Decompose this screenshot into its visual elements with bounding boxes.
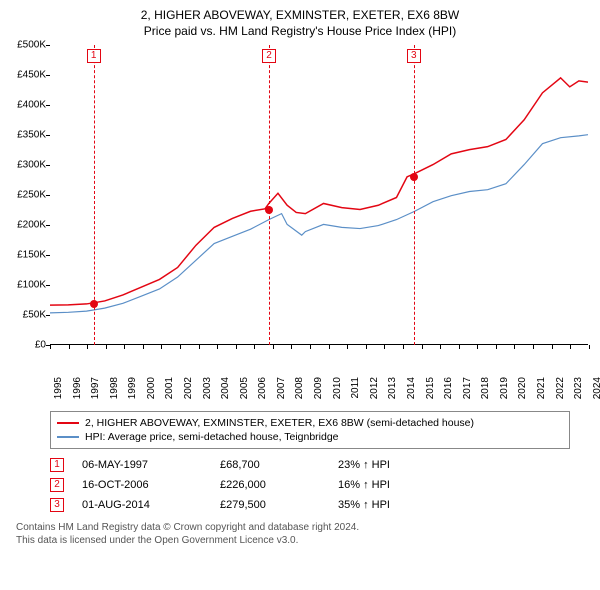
legend-swatch: [57, 436, 79, 438]
x-tick-label: 2016: [443, 377, 454, 399]
y-tick-mark: [46, 45, 50, 46]
y-tick-mark: [46, 105, 50, 106]
y-tick-mark: [46, 225, 50, 226]
x-tick-label: 2013: [387, 377, 398, 399]
x-tick-label: 2011: [350, 377, 361, 399]
y-tick-label: £350K: [17, 130, 46, 141]
event-pct: 16% ↑ HPI: [338, 479, 390, 491]
x-tick-label: 2022: [555, 377, 566, 399]
x-tick-label: 2006: [257, 377, 268, 399]
marker-box: 1: [87, 49, 101, 63]
y-tick-label: £100K: [17, 280, 46, 291]
event-marker-box: 1: [50, 458, 64, 472]
x-tick-label: 2017: [462, 377, 473, 399]
legend-swatch: [57, 422, 79, 424]
legend-label: 2, HIGHER ABOVEWAY, EXMINSTER, EXETER, E…: [85, 417, 474, 429]
legend: 2, HIGHER ABOVEWAY, EXMINSTER, EXETER, E…: [50, 411, 570, 449]
x-tick-label: 2012: [369, 377, 380, 399]
event-date: 16-OCT-2006: [82, 479, 202, 491]
series-line-hpi: [50, 135, 588, 313]
event-price: £226,000: [220, 479, 320, 491]
event-row: 2 16-OCT-2006 £226,000 16% ↑ HPI: [50, 475, 592, 495]
event-pct: 35% ↑ HPI: [338, 499, 390, 511]
event-pct: 23% ↑ HPI: [338, 459, 390, 471]
x-tick-label: 2005: [239, 377, 250, 399]
x-tick-label: 2010: [332, 377, 343, 399]
legend-row: 2, HIGHER ABOVEWAY, EXMINSTER, EXETER, E…: [57, 416, 563, 430]
footer-line-1: Contains HM Land Registry data © Crown c…: [16, 521, 592, 534]
y-tick-label: £400K: [17, 100, 46, 111]
marker-dot: [410, 173, 418, 181]
x-tick-label: 2020: [517, 377, 528, 399]
y-tick-mark: [46, 195, 50, 196]
y-tick-mark: [46, 165, 50, 166]
x-tick-label: 2021: [536, 377, 547, 399]
x-tick-label: 2019: [499, 377, 510, 399]
x-tick-label: 2015: [425, 377, 436, 399]
y-tick-mark: [46, 255, 50, 256]
marker-vline: [414, 45, 415, 345]
marker-dot: [90, 300, 98, 308]
event-marker-box: 3: [50, 498, 64, 512]
series-line-price_paid: [50, 78, 588, 305]
x-tick-label: 2004: [220, 377, 231, 399]
chart-title-subtitle: Price paid vs. HM Land Registry's House …: [8, 24, 592, 40]
x-tick-label: 2023: [573, 377, 584, 399]
chart-lines: [50, 45, 588, 344]
x-tick-label: 1995: [53, 377, 64, 399]
x-tick-label: 2008: [294, 377, 305, 399]
marker-box: 3: [407, 49, 421, 63]
legend-label: HPI: Average price, semi-detached house,…: [85, 431, 339, 443]
y-tick-mark: [46, 285, 50, 286]
event-row: 3 01-AUG-2014 £279,500 35% ↑ HPI: [50, 495, 592, 515]
x-tick-mark: [589, 345, 590, 349]
x-tick-label: 2018: [480, 377, 491, 399]
y-tick-label: £250K: [17, 190, 46, 201]
marker-box: 2: [262, 49, 276, 63]
y-tick-mark: [46, 315, 50, 316]
y-tick-label: £0: [35, 340, 46, 351]
x-tick-label: 2002: [183, 377, 194, 399]
marker-dot: [265, 206, 273, 214]
event-date: 06-MAY-1997: [82, 459, 202, 471]
y-tick-label: £50K: [23, 310, 46, 321]
y-tick-mark: [46, 135, 50, 136]
y-tick-label: £150K: [17, 250, 46, 261]
x-tick-label: 1999: [127, 377, 138, 399]
event-row: 1 06-MAY-1997 £68,700 23% ↑ HPI: [50, 455, 592, 475]
x-tick-label: 1998: [109, 377, 120, 399]
x-tick-label: 2014: [406, 377, 417, 399]
x-tick-label: 1997: [90, 377, 101, 399]
plot-area: 1 2 3: [50, 45, 588, 345]
y-tick-label: £500K: [17, 40, 46, 51]
y-tick-label: £450K: [17, 70, 46, 81]
y-axis: £0£50K£100K£150K£200K£250K£300K£350K£400…: [8, 45, 48, 345]
chart-title-address: 2, HIGHER ABOVEWAY, EXMINSTER, EXETER, E…: [8, 8, 592, 24]
x-tick-label: 2001: [164, 377, 175, 399]
footer-line-2: This data is licensed under the Open Gov…: [16, 534, 592, 547]
y-tick-mark: [46, 75, 50, 76]
footer-attribution: Contains HM Land Registry data © Crown c…: [16, 521, 592, 547]
x-axis: 1995199619971998199920002001200220032004…: [50, 349, 588, 379]
x-tick-label: 2000: [146, 377, 157, 399]
x-tick-label: 2003: [202, 377, 213, 399]
y-tick-label: £300K: [17, 160, 46, 171]
marker-vline: [269, 45, 270, 345]
event-marker-box: 2: [50, 478, 64, 492]
chart: £0 £50K £100K £150K £200K £250K £300K £350K £400…: [8, 45, 592, 373]
x-tick-label: 1996: [72, 377, 83, 399]
legend-row: HPI: Average price, semi-detached house,…: [57, 430, 563, 444]
y-tick-label: £200K: [17, 220, 46, 231]
x-tick-label: 2007: [276, 377, 287, 399]
event-date: 01-AUG-2014: [82, 499, 202, 511]
event-price: £68,700: [220, 459, 320, 471]
x-tick-label: 2009: [313, 377, 324, 399]
events-table: 1 06-MAY-1997 £68,700 23% ↑ HPI 2 16-OCT-2006…: [50, 455, 592, 515]
event-price: £279,500: [220, 499, 320, 511]
x-tick-label: 2024: [592, 377, 600, 399]
